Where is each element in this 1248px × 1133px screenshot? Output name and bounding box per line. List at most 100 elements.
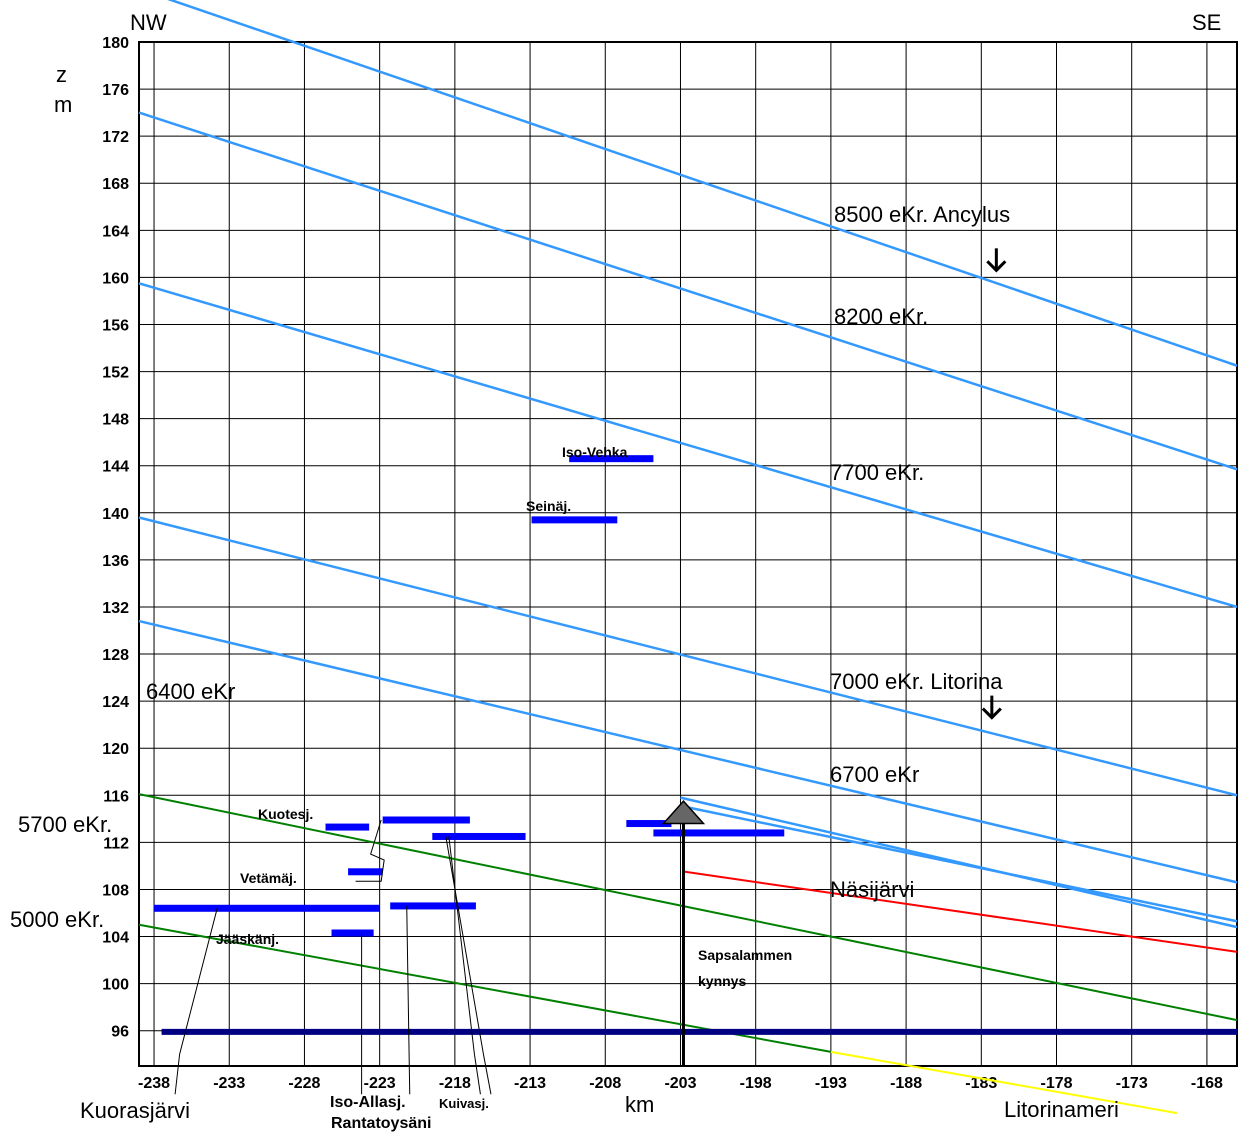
shoreline-label-8200: 8200 eKr.	[834, 304, 928, 329]
shoreline-label-6400: 6400 eKr	[146, 679, 235, 704]
shoreline-label-5000: 5000 eKr.	[10, 907, 104, 932]
lake-bar-1	[531, 516, 618, 524]
sill-triangle	[661, 800, 706, 825]
x-tick-label: -233	[213, 1075, 245, 1092]
lake-label-vetamaj: Vetämäj.	[240, 870, 297, 886]
y-tick-label: 156	[102, 317, 129, 334]
lake-label-kuorasjarvi: Kuorasjärvi	[80, 1098, 190, 1123]
y-tick-label: 112	[103, 835, 129, 852]
lake-label-kuotesj: Kuotesj.	[258, 806, 313, 822]
lake-bar-8	[154, 904, 380, 912]
leader-lines	[174, 819, 492, 1095]
plot-frame	[138, 41, 1238, 1067]
y-tick-label: 100	[102, 977, 129, 994]
leader-line-2	[406, 905, 411, 1095]
lake-bar-4	[432, 832, 526, 840]
lake-bar-6	[653, 829, 785, 837]
y-tick-label: 172	[102, 129, 129, 146]
y-tick-label: 96	[111, 1024, 129, 1041]
x-tick-label: -223	[364, 1075, 396, 1092]
y-tick-label: 140	[102, 506, 129, 523]
sapsalampi-sill-marker	[661, 248, 1007, 1066]
shoreline-line-7	[138, 793, 1238, 1022]
y-tick-label: 128	[102, 647, 129, 664]
shoreline-line-9	[830, 1050, 1178, 1115]
orientation-left-label: NW	[130, 10, 167, 35]
litorina-arrow-head	[981, 707, 1002, 720]
lake-bars	[154, 455, 785, 937]
y-axis-tick-labels: 180 176 172 168 164 160 156 152 148 144 140 136 132 1…	[102, 35, 129, 1041]
leader-line-0	[174, 908, 218, 1095]
annotations: NW SE z m km 8500 eKr. Ancylus 8200 eKr.…	[10, 10, 1221, 1132]
lake-label-iso-allasj: Iso-Allasj.	[330, 1094, 406, 1111]
grid	[138, 41, 1238, 1067]
ancylus-arrow-head	[986, 260, 1007, 273]
shoreline-line-1	[138, 111, 1238, 471]
shoreline-label-7700: 7700 eKr.	[830, 460, 924, 485]
y-tick-label: 168	[102, 176, 129, 193]
y-tick-label: 144	[102, 459, 129, 476]
shoreline-label-ancylus: 8500 eKr. Ancylus	[834, 202, 1010, 227]
shoreline-line-4	[138, 619, 1238, 884]
y-tick-label: 108	[102, 882, 129, 899]
x-tick-label: -208	[589, 1075, 621, 1092]
x-axis-label: km	[625, 1092, 654, 1117]
y-tick-label: 176	[102, 82, 129, 99]
x-tick-label: -238	[138, 1075, 170, 1092]
x-tick-label: -198	[740, 1075, 772, 1092]
shoreline-line-10	[684, 870, 1238, 953]
shoreline-label-6700: 6700 eKr	[830, 762, 919, 787]
leader-line-4	[445, 836, 492, 1095]
x-tick-label: -213	[514, 1075, 546, 1092]
leader-line-3	[448, 836, 481, 1095]
shoreline-line-2	[138, 282, 1238, 609]
lake-label-jaaskanj: Jääskänj.	[216, 931, 279, 947]
x-tick-label: -168	[1191, 1075, 1223, 1092]
lake-bar-9	[390, 902, 476, 910]
shoreline-label-litorina: 7000 eKr. Litorina	[830, 669, 1003, 694]
y-tick-label: 116	[103, 788, 129, 805]
shoreline-line-3	[138, 516, 1238, 797]
y-tick-label: 120	[102, 741, 129, 758]
lake-label-seinajoki: Seinäj.	[526, 498, 571, 514]
lake-bar-0	[569, 455, 654, 463]
lake-bar-7	[348, 868, 383, 876]
y-tick-label: 180	[102, 35, 129, 52]
lake-label-iso-vehka: Iso-Vehka	[562, 444, 628, 460]
shoreline-line-0	[167, 0, 1238, 367]
x-tick-label: -193	[815, 1075, 847, 1092]
x-tick-label: -173	[1116, 1075, 1148, 1092]
lake-bar-10	[331, 929, 374, 937]
x-tick-label: -228	[288, 1075, 320, 1092]
lake-label-kuivasj: Kuivasj.	[439, 1096, 489, 1111]
orientation-right-label: SE	[1192, 10, 1221, 35]
leader-line-5	[355, 819, 385, 882]
y-tick-label: 132	[102, 600, 129, 617]
y-tick-label: 160	[102, 270, 129, 287]
lake-bar-2	[325, 823, 370, 831]
shoreline-label-nasijarvi: Näsijärvi	[830, 877, 914, 902]
y-tick-label: 124	[102, 694, 129, 711]
sill-label-line: Sapsalammen	[698, 947, 792, 963]
lake-label-rantatoysani: Rantatoysäni	[331, 1115, 431, 1132]
x-tick-label: -203	[664, 1075, 696, 1092]
x-tick-label: -188	[890, 1075, 922, 1092]
sill-label: Sapsalammen kynnys	[698, 947, 792, 989]
x-tick-label: -218	[439, 1075, 471, 1092]
x-axis-tick-labels: -238 -233 -228 -223 -218 -213 -208 -203 -198 -193…	[138, 1075, 1223, 1092]
lake-bar-5	[626, 820, 672, 828]
shoreline-line-6	[680, 804, 1238, 923]
shoreline-label-5700: 5700 eKr.	[18, 812, 112, 837]
lake-bar-3	[382, 816, 470, 824]
y-tick-label: 148	[102, 412, 129, 429]
y-tick-label: 164	[102, 223, 129, 240]
y-tick-label: 152	[102, 365, 129, 382]
y-tick-label: 104	[102, 930, 129, 947]
x-tick-label: -178	[1040, 1075, 1072, 1092]
sea-label-litorinameri: Litorinameri	[1004, 1097, 1119, 1122]
sill-label-line: kynnys	[698, 973, 746, 989]
shoreline-lines	[138, 0, 1238, 1115]
y-axis-label-z: z	[56, 62, 67, 87]
y-axis-label-m: m	[54, 92, 72, 117]
